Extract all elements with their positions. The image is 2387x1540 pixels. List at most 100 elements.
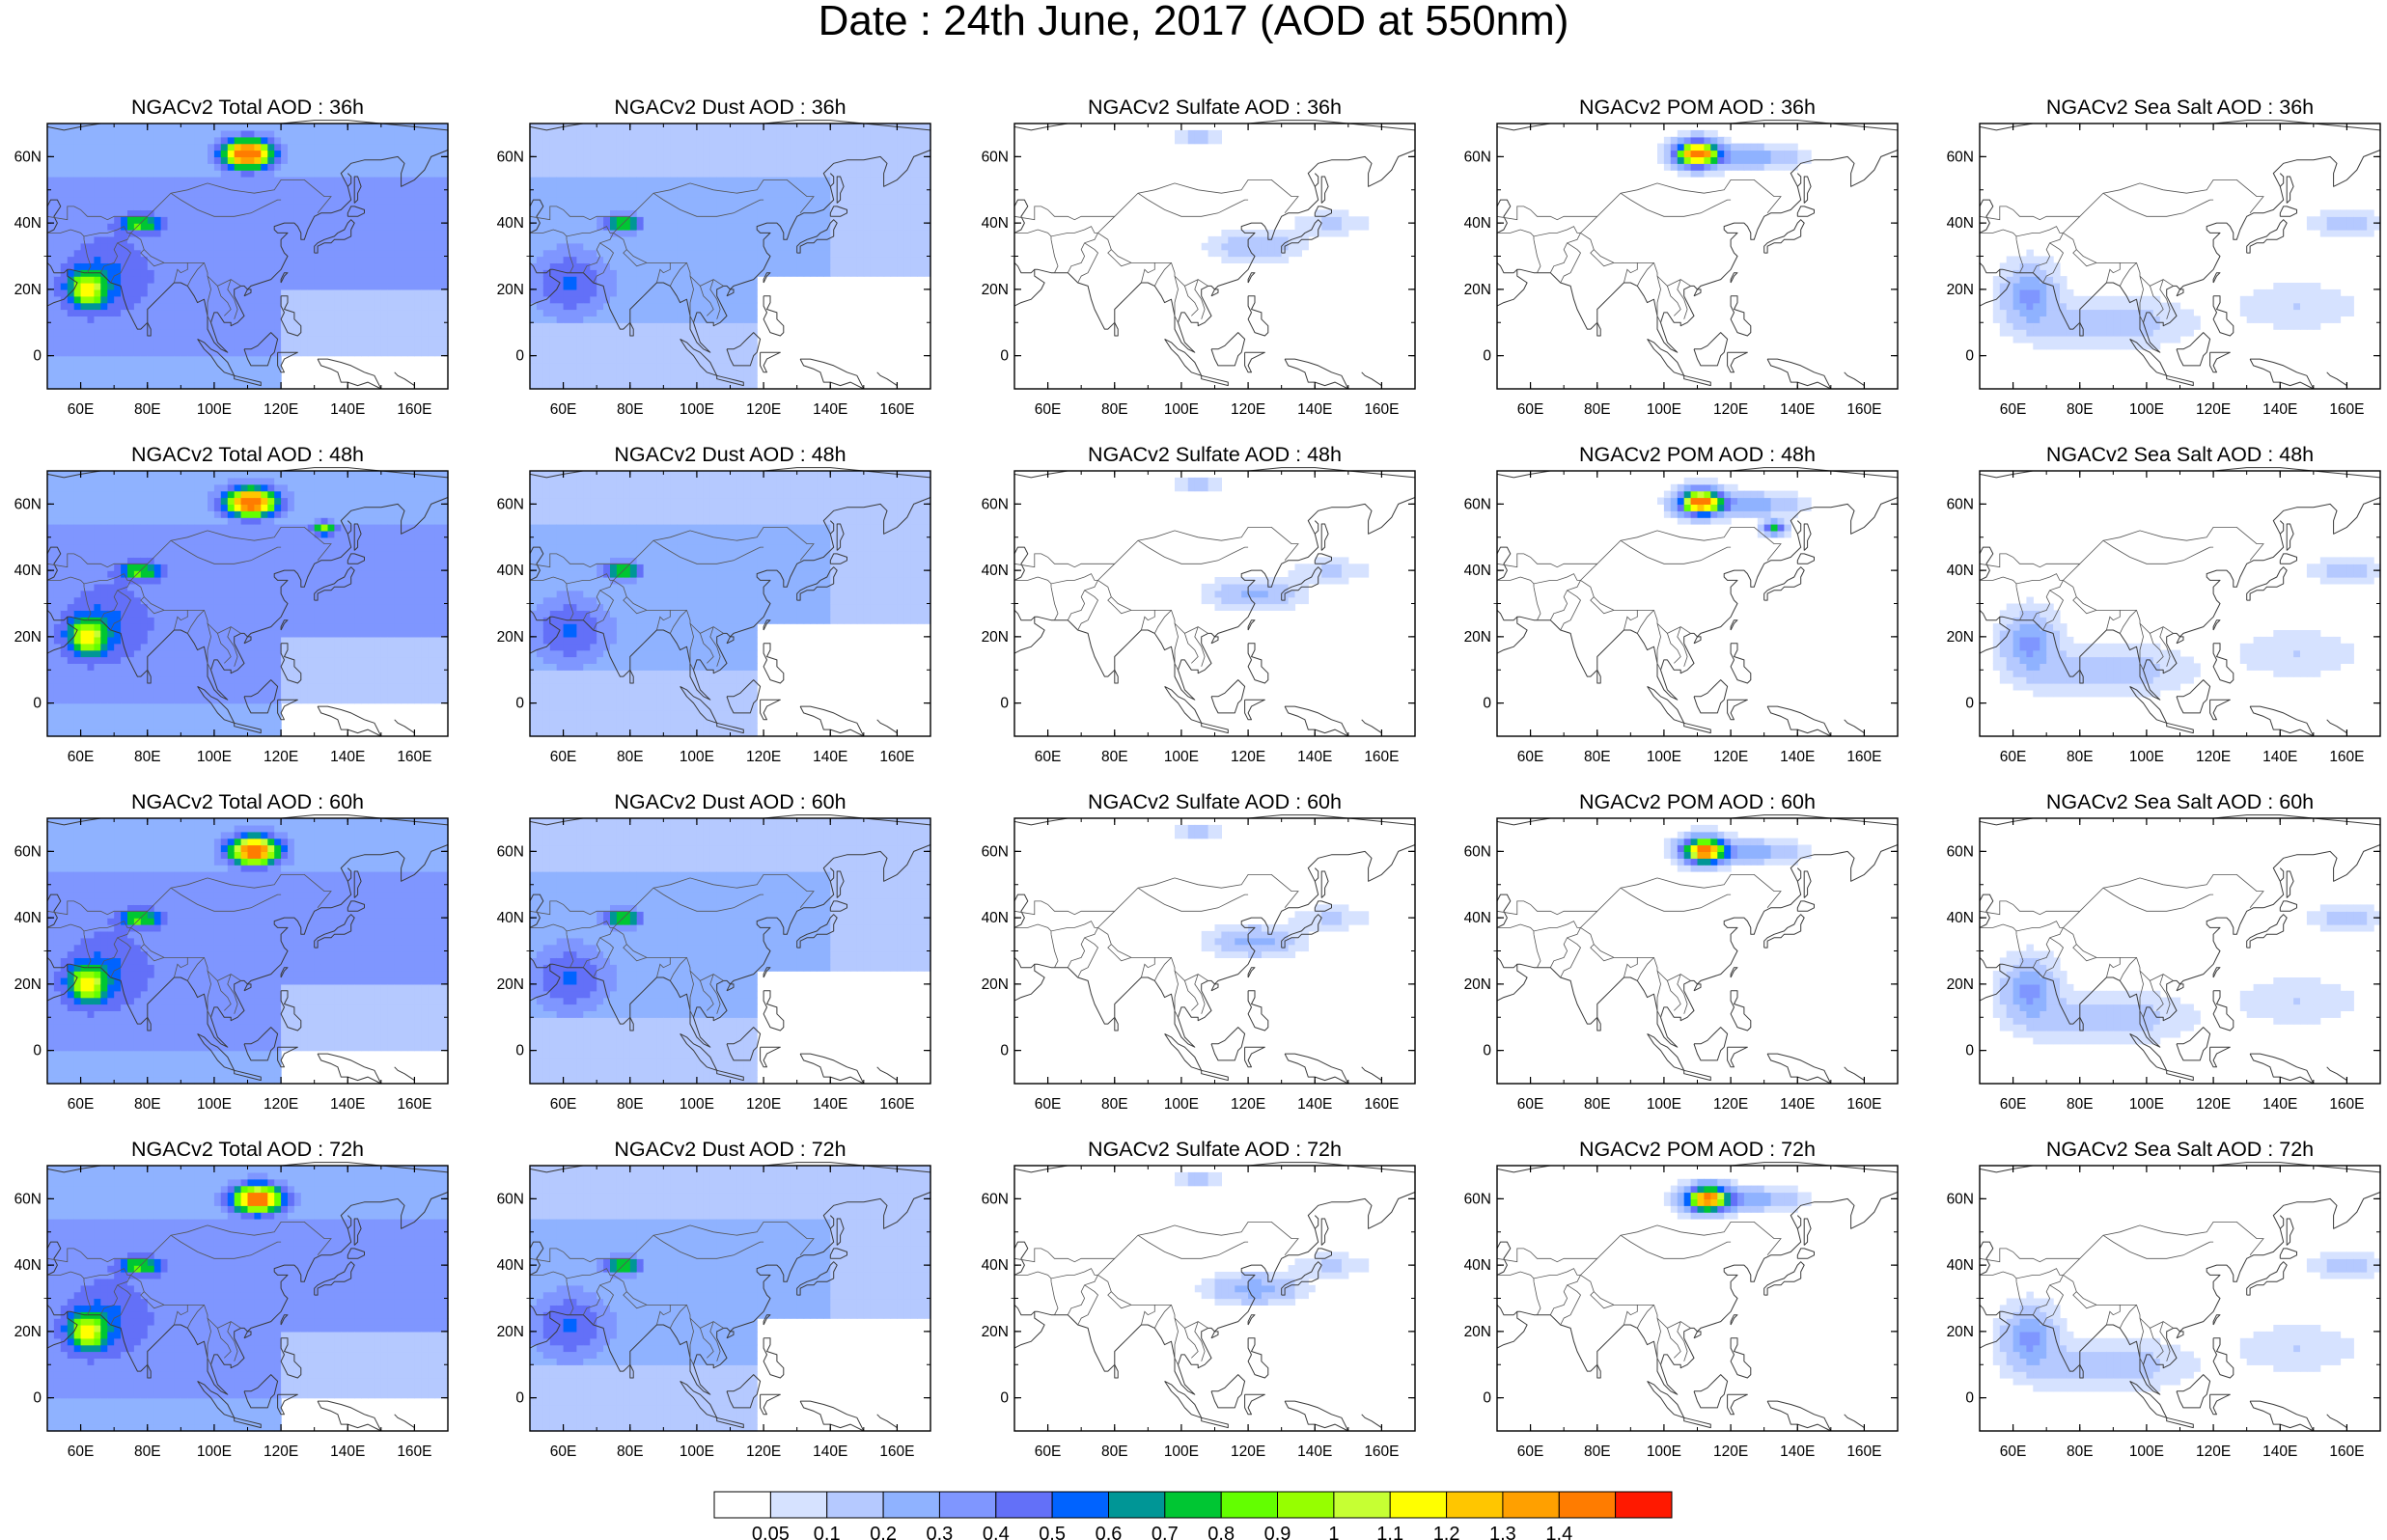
aod-cell	[583, 182, 591, 191]
aod-cell	[267, 362, 275, 370]
x-tick-label: 160E	[1364, 401, 1399, 418]
aod-cell	[133, 203, 142, 210]
aod-cell	[213, 177, 222, 184]
aod-cell	[1737, 163, 1745, 171]
aod-cell	[610, 342, 618, 350]
aod-cell	[556, 189, 565, 198]
aod-cell	[441, 203, 449, 210]
aod-cell	[180, 348, 188, 357]
aod-cell	[274, 177, 282, 184]
aod-cell	[870, 196, 878, 205]
aod-cell	[414, 329, 422, 337]
aod-cell	[428, 182, 435, 191]
aod-cell	[603, 129, 611, 138]
aod-cell	[690, 223, 698, 231]
aod-cell	[293, 230, 302, 237]
aod-cell	[569, 289, 577, 297]
aod-cell	[254, 269, 262, 277]
country-border	[582, 233, 614, 273]
aod-cell	[254, 369, 262, 376]
aod-cell	[107, 129, 115, 138]
aod-cell	[60, 230, 69, 237]
aod-cell	[220, 150, 229, 157]
aod-cell	[542, 329, 551, 337]
aod-cell	[650, 170, 657, 178]
aod-cell	[883, 150, 892, 157]
aod-cell	[623, 150, 631, 157]
x-tick-label: 120E	[1713, 401, 1748, 418]
aod-cell	[650, 249, 657, 258]
aod-cell	[623, 276, 631, 284]
aod-cell	[696, 262, 705, 270]
aod-cell	[830, 156, 838, 164]
aod-cell	[327, 342, 335, 350]
aod-cell	[261, 295, 268, 304]
aod-cell	[1697, 143, 1705, 151]
aod-cell	[201, 309, 208, 316]
aod-cell	[414, 256, 422, 263]
aod-cell	[240, 163, 249, 171]
aod-cell	[227, 177, 236, 184]
aod-cell	[890, 150, 898, 157]
aod-cell	[736, 182, 744, 191]
aod-cell	[53, 136, 62, 145]
aod-cell	[361, 316, 369, 323]
aod-cell	[730, 196, 737, 205]
aod-cell	[616, 182, 625, 191]
aod-cell	[917, 216, 925, 224]
aod-cell	[53, 362, 62, 370]
aod-cell	[703, 156, 711, 164]
aod-cell	[683, 150, 691, 157]
aod-cell	[267, 216, 275, 224]
aod-cell	[401, 182, 409, 191]
aod-cell	[1663, 156, 1672, 164]
aod-cell	[167, 289, 175, 297]
aod-cell	[240, 289, 249, 297]
aod-cell	[597, 276, 604, 284]
aod-cell	[421, 150, 429, 157]
aod-cell	[208, 156, 215, 164]
aod-cell	[770, 209, 778, 217]
aod-cell	[1294, 223, 1302, 231]
aod-cell	[94, 223, 101, 231]
aod-cell	[556, 256, 565, 263]
aod-cell	[750, 150, 758, 157]
aod-cell	[803, 177, 812, 184]
aod-cell	[194, 382, 202, 390]
aod-cell	[428, 342, 435, 350]
aod-cell	[783, 182, 791, 191]
aod-cell	[327, 163, 335, 171]
aod-cell	[863, 196, 872, 205]
aod-cell	[716, 189, 725, 198]
aod-cell	[696, 276, 705, 284]
aod-cell	[636, 209, 645, 217]
aod-cell	[2012, 256, 2021, 263]
aod-cell	[730, 316, 737, 323]
aod-cell	[730, 322, 737, 330]
aod-cell	[234, 129, 242, 138]
aod-cell	[569, 242, 577, 251]
aod-cell	[750, 156, 758, 164]
aod-cell	[1294, 235, 1302, 244]
aod-cell	[770, 230, 778, 237]
aod-cell	[247, 316, 255, 323]
x-tick-label: 100E	[680, 401, 714, 418]
aod-cell	[530, 242, 538, 251]
aod-cell	[670, 362, 678, 370]
aod-cell	[690, 129, 698, 138]
aod-cell	[240, 136, 249, 145]
aod-cell	[67, 342, 75, 350]
aod-cell	[434, 262, 442, 270]
aod-cell	[603, 216, 611, 224]
aod-cell	[327, 230, 335, 237]
aod-cell	[716, 129, 725, 138]
aod-cell	[180, 242, 188, 251]
aod-cell	[234, 150, 242, 157]
aod-cell	[683, 302, 691, 311]
aod-cell	[683, 382, 691, 390]
aod-cell	[147, 382, 155, 390]
aod-cell	[341, 209, 348, 217]
aod-cell	[636, 235, 645, 244]
aod-cell	[73, 375, 82, 383]
aod-cell	[133, 322, 142, 330]
